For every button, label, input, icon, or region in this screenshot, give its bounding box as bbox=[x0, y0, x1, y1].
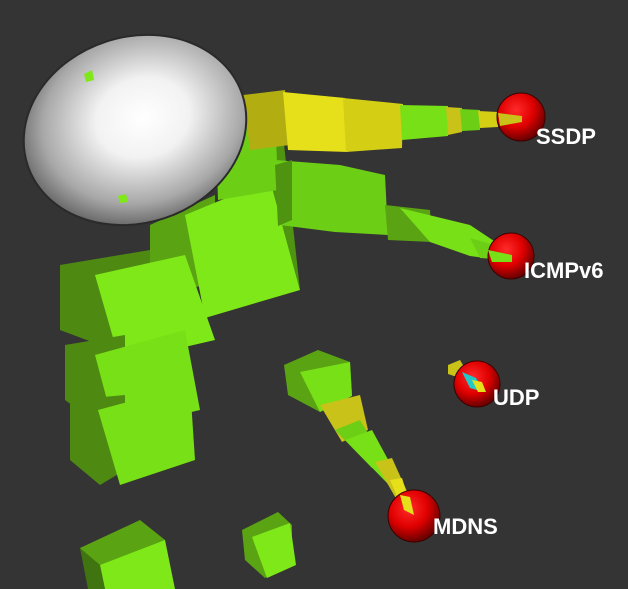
packet-cube bbox=[84, 70, 94, 82]
node-sphere-ssdp[interactable] bbox=[496, 92, 546, 142]
packet-cube bbox=[242, 512, 296, 578]
packet-cube bbox=[118, 194, 128, 203]
node-sphere-mdns[interactable] bbox=[387, 489, 441, 543]
node-sphere-udp[interactable] bbox=[453, 360, 501, 408]
node-label-mdns: MDNS bbox=[433, 514, 498, 539]
packet-cube bbox=[80, 520, 175, 589]
packet-cube bbox=[70, 385, 195, 485]
white-sphere-hub[interactable] bbox=[0, 7, 271, 254]
node-sphere-icmpv6[interactable] bbox=[487, 232, 535, 280]
packet-stream-icmpv6 bbox=[275, 160, 512, 260]
node-label-icmpv6: ICMPv6 bbox=[524, 258, 604, 283]
node-label-udp: UDP bbox=[493, 385, 540, 410]
packet-stream-ssdp bbox=[243, 90, 520, 152]
packet-stream-mdns bbox=[284, 350, 412, 512]
node-label-ssdp: SSDP bbox=[536, 124, 596, 149]
